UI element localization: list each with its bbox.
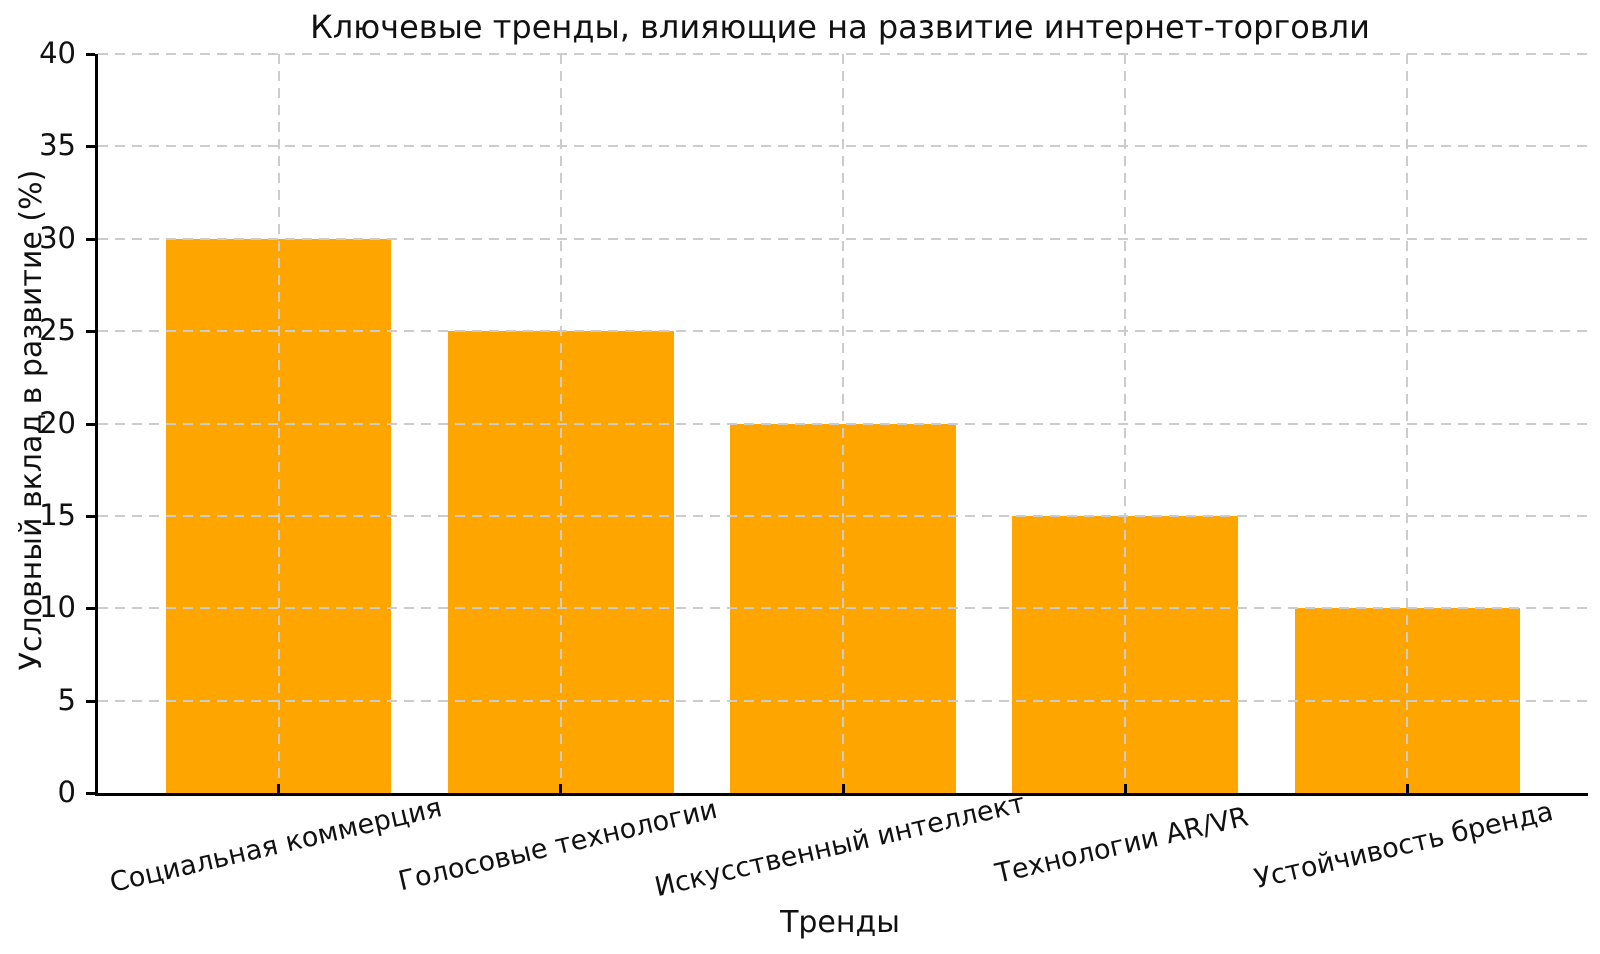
y-tick-mark [86,514,95,518]
y-tick-label: 35 [39,128,76,163]
v-gridline [277,54,280,793]
chart-title: Ключевые тренды, влияющие на развитие ин… [310,8,1370,46]
y-tick-label: 5 [57,682,76,717]
x-tick-mark [1123,784,1127,793]
plot-area [95,53,1588,796]
y-tick-mark [86,422,95,426]
y-tick-mark [86,792,95,795]
y-tick-mark [86,145,95,149]
y-tick-mark [86,53,95,56]
v-gridline [1124,54,1127,793]
y-tick-label: 10 [39,590,76,625]
y-tick-label: 0 [57,775,76,809]
x-tick-mark [559,784,563,793]
x-tick-mark [841,784,845,793]
v-gridline [1406,54,1409,793]
y-tick-mark [86,237,95,241]
x-axis-label: Тренды [780,905,900,940]
y-tick-mark [86,699,95,703]
v-gridline [842,54,844,793]
y-tick-label: 15 [39,497,76,532]
y-tick-mark [86,330,95,334]
y-tick-label: 40 [39,36,76,70]
y-tick-label: 20 [39,405,76,440]
y-tick-mark [86,607,95,611]
x-tick-mark [1405,784,1409,793]
y-tick-label: 30 [39,220,76,255]
x-tick-mark [277,784,281,793]
v-gridline [559,54,562,793]
y-tick-label: 25 [39,313,76,348]
